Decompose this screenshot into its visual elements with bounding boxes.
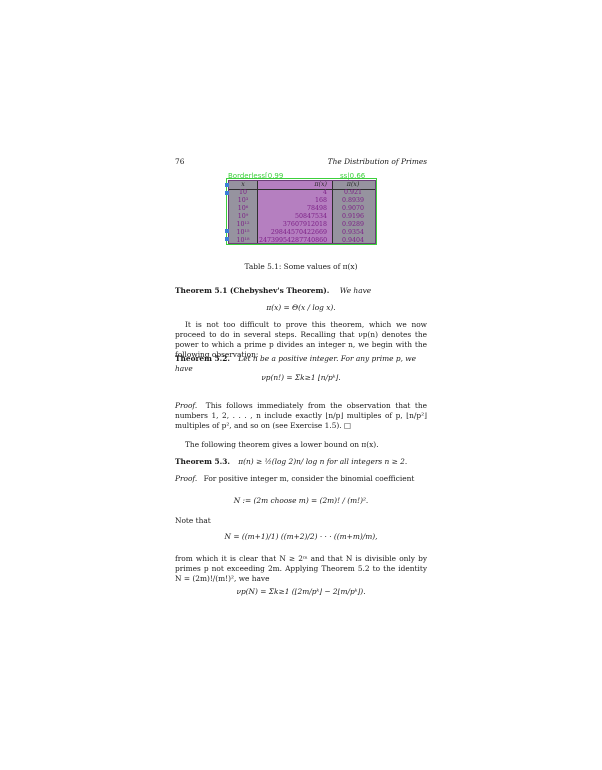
row-marker bbox=[225, 229, 229, 233]
cell-pi: 29844570422669 bbox=[270, 229, 327, 236]
cell-x: 10¹⁵ bbox=[236, 229, 250, 236]
theorem-5-2: Theorem 5.2. Let n be a positive integer… bbox=[175, 354, 427, 374]
proof-2: Proof. For positive integer m, consider … bbox=[175, 474, 427, 484]
cell-pi: 4 bbox=[322, 189, 327, 196]
theorem-5-3-label: Theorem 5.3. bbox=[175, 457, 230, 466]
table-caption: Table 5.1: Some values of π(x) bbox=[244, 262, 358, 271]
row-marker bbox=[225, 183, 229, 187]
table-row: 10⁶ 78498 0.9070 bbox=[229, 205, 375, 213]
theorem-5-3-text: π(n) ≥ ½(log 2)n/ log n for all integers… bbox=[238, 457, 408, 466]
theorem-5-1: Theorem 5.1 (Chebyshev's Theorem). We ha… bbox=[175, 286, 427, 296]
cell-x: 10³ bbox=[237, 197, 249, 204]
table-header-divider bbox=[229, 189, 375, 190]
table-row: 10¹⁵ 29844570422669 0.9354 bbox=[229, 229, 375, 237]
cell-ratio: 0.9070 bbox=[341, 205, 365, 212]
proof-2-formula: N := (2m choose m) = (2m)! / (m!)². bbox=[233, 496, 369, 505]
cell-ratio: 0.9196 bbox=[341, 213, 365, 220]
theorem-5-1-lead: We have bbox=[339, 286, 372, 295]
page-number: 76 bbox=[175, 157, 185, 166]
note-lead: Note that bbox=[175, 516, 211, 525]
table-row: 10 4 0.921 bbox=[229, 189, 375, 197]
header-ratio: π(x) bbox=[346, 181, 360, 188]
table-row: 10³ 168 0.8939 bbox=[229, 197, 375, 205]
cell-x: 10¹² bbox=[236, 221, 250, 228]
cell-ratio: 0.921 bbox=[343, 189, 363, 196]
cell-x: 10¹⁸ bbox=[236, 237, 250, 244]
table-tag-right: ss|0.66 bbox=[340, 172, 366, 180]
cell-pi: 78498 bbox=[306, 205, 327, 212]
proof-1-text: This follows immediately from the observ… bbox=[175, 401, 427, 430]
table-band-left bbox=[229, 181, 257, 243]
cell-pi: 50847534 bbox=[294, 213, 327, 220]
cell-x: 10⁹ bbox=[237, 213, 249, 220]
row-marker bbox=[225, 191, 229, 195]
proof-2-label: Proof. bbox=[175, 474, 198, 483]
row-marker bbox=[225, 237, 229, 241]
note-formula: N = ((m+1)/1) ((m+2)/2) · · · ((m+m)/m), bbox=[224, 532, 378, 541]
theorem-5-1-formula: π(x) = Θ(x / log x). bbox=[266, 303, 336, 312]
table-col-divider-2 bbox=[332, 181, 333, 243]
running-title: The Distribution of Primes bbox=[327, 157, 427, 166]
theorem-5-2-formula: νp(n!) = Σk≥1 ⌊n/pᵏ⌋. bbox=[261, 373, 341, 382]
cell-ratio: 0.9404 bbox=[341, 237, 365, 244]
paragraph-1: It is not too difficult to prove this th… bbox=[175, 320, 427, 359]
cell-x: 10 bbox=[238, 189, 247, 196]
theorem-5-2-label: Theorem 5.2. bbox=[175, 354, 230, 363]
table-col-divider-1 bbox=[257, 181, 258, 243]
cell-ratio: 0.9354 bbox=[341, 229, 365, 236]
cell-pi: 24739954287740860 bbox=[259, 237, 328, 244]
proof-1-label: Proof. bbox=[175, 401, 198, 410]
cell-ratio: 0.8939 bbox=[341, 197, 365, 204]
table-row: 10¹² 37607912018 0.9289 bbox=[229, 221, 375, 229]
table-band-right bbox=[333, 181, 375, 243]
header-x: x bbox=[241, 181, 245, 188]
cell-x: 10⁶ bbox=[237, 205, 249, 212]
header-pi: π(x) bbox=[314, 181, 327, 188]
cell-pi: 37607912018 bbox=[282, 221, 327, 228]
paragraph-2: The following theorem gives a lower boun… bbox=[185, 440, 379, 449]
theorem-5-3: Theorem 5.3. π(n) ≥ ½(log 2)n/ log n for… bbox=[175, 457, 427, 467]
theorem-5-1-label: Theorem 5.1 (Chebyshev's Theorem). bbox=[175, 286, 330, 295]
theorem-5-2-text: Let n be a positive integer. For any pri… bbox=[175, 354, 417, 373]
table-header-row: x π(x) π(x) bbox=[229, 181, 375, 189]
primes-table: x π(x) π(x) 10 4 0.921 10³ 168 0.8939 10… bbox=[228, 180, 376, 244]
table-detection-box bbox=[226, 178, 377, 245]
proof-2-text: For positive integer m, consider the bin… bbox=[203, 474, 415, 483]
cell-pi: 168 bbox=[314, 197, 327, 204]
table-row: 10⁹ 50847534 0.9196 bbox=[229, 213, 375, 221]
note-formula-2: νp(N) = Σk≥1 (⌊2m/pᵏ⌋ − 2⌊m/pᵏ⌋). bbox=[236, 587, 366, 596]
note-text: from which it is clear that N ≥ 2ᵐ and t… bbox=[175, 554, 427, 583]
table-row: 10¹⁸ 24739954287740860 0.9404 bbox=[229, 237, 375, 245]
cell-ratio: 0.9289 bbox=[341, 221, 365, 228]
proof-1: Proof. This follows immediately from the… bbox=[175, 401, 427, 431]
table-tag-left: Borderless[0.99 bbox=[228, 172, 284, 180]
